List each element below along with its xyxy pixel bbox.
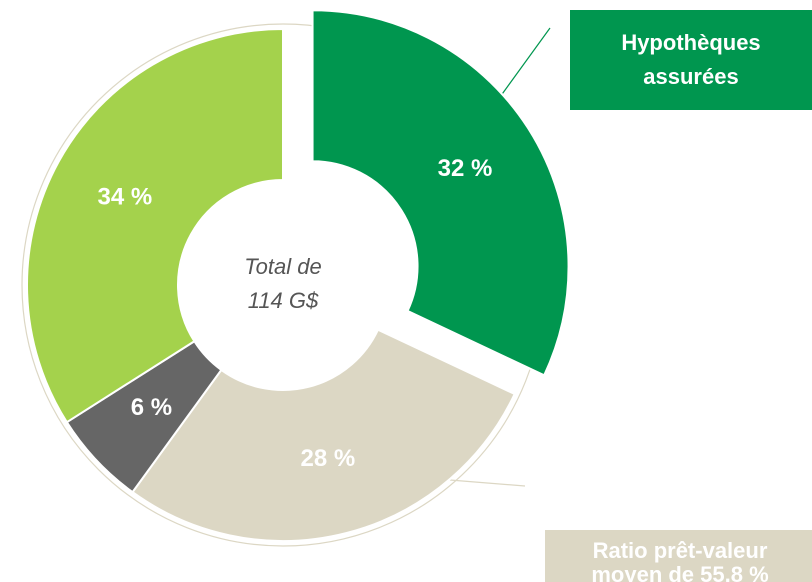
leader-line bbox=[449, 479, 526, 487]
slices bbox=[21, 9, 570, 547]
leader-line bbox=[499, 27, 551, 98]
callout-text: moyen de 55,8 % bbox=[591, 562, 768, 582]
value-label: 32 % bbox=[438, 155, 493, 182]
callout-box bbox=[570, 10, 812, 110]
center-label: 114 G$ bbox=[248, 288, 319, 313]
slice bbox=[131, 328, 516, 542]
value-label: 6 % bbox=[131, 394, 172, 421]
callout-text: assurées bbox=[643, 64, 738, 89]
callout-text: Ratio prêt-valeur bbox=[593, 538, 768, 563]
slice bbox=[26, 27, 284, 424]
callout-text: Hypothèques bbox=[621, 30, 760, 55]
slice bbox=[311, 9, 570, 377]
callout-box bbox=[545, 530, 812, 582]
value-label: 28 % bbox=[301, 445, 356, 472]
value-label: 34 % bbox=[97, 183, 152, 210]
center-label: Total de bbox=[244, 254, 321, 279]
